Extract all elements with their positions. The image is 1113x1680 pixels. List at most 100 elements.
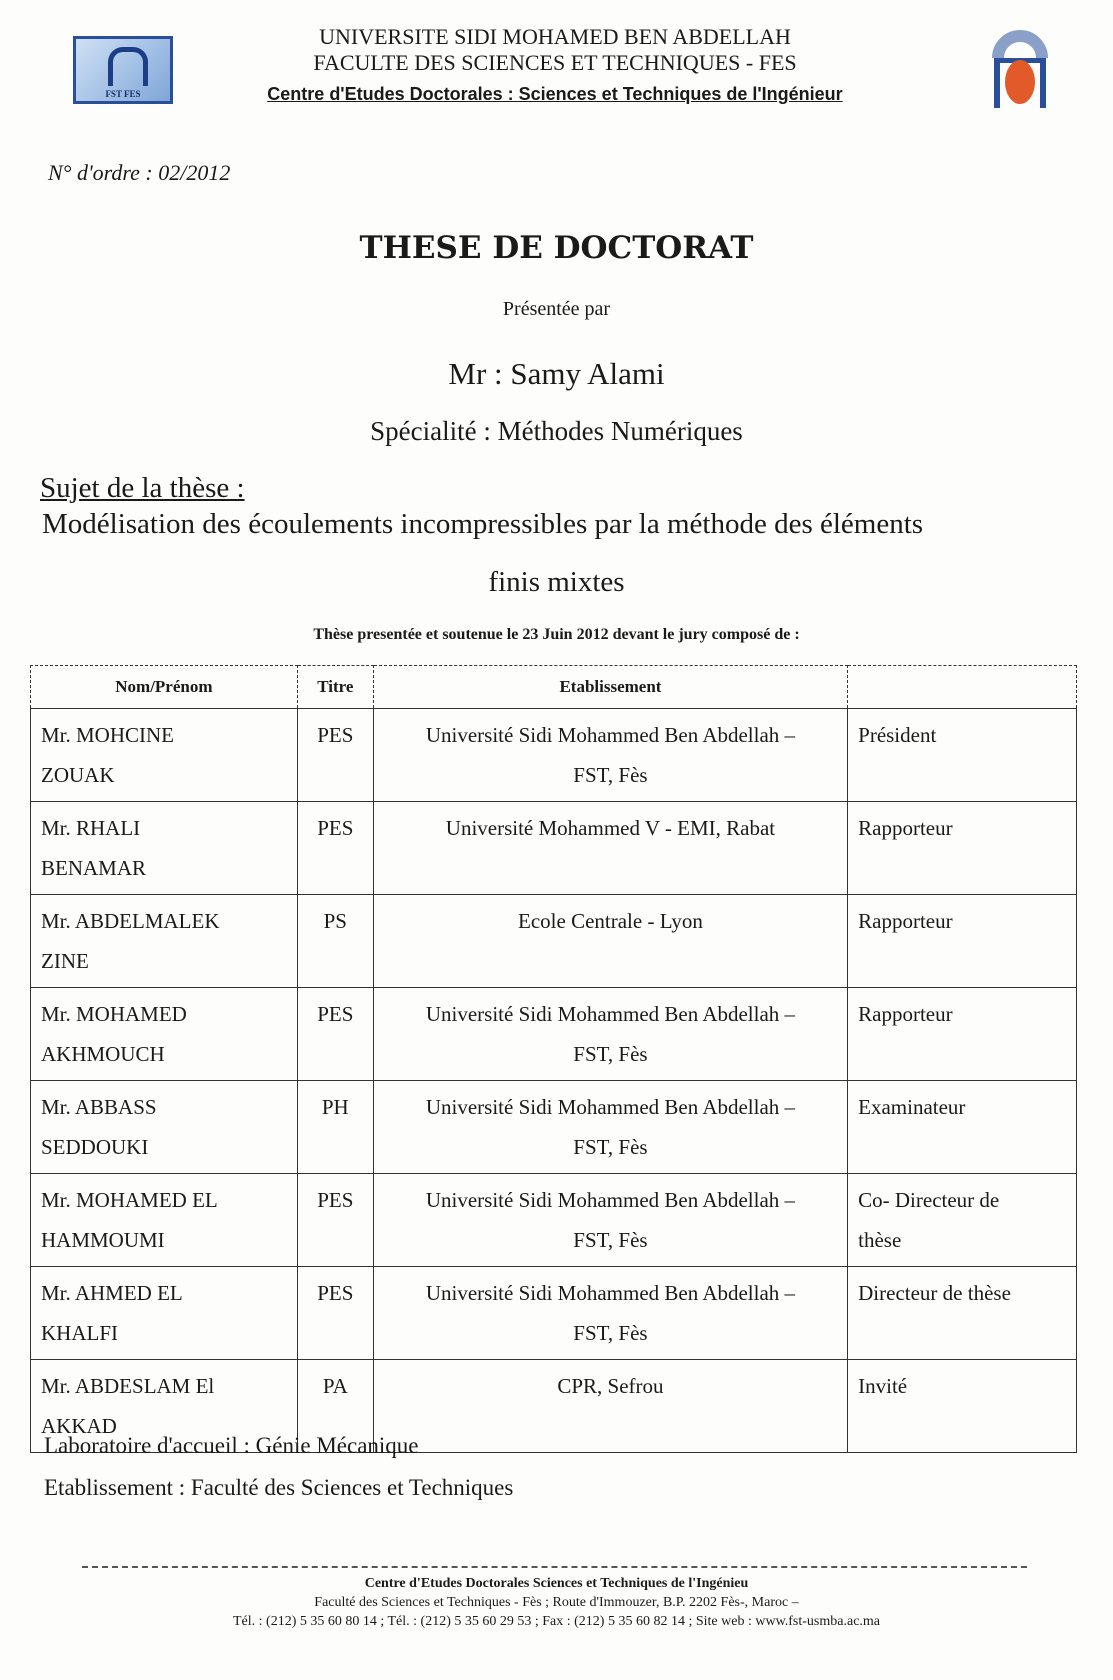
member-title: PES bbox=[296, 708, 374, 802]
member-name: Mr. MOHAMED AKHMOUCH bbox=[30, 987, 298, 1081]
name-line: Mr. ABDESLAM El bbox=[41, 1374, 215, 1398]
role-line: thèse bbox=[858, 1228, 902, 1252]
establishment-line: FST, Fès bbox=[573, 1042, 648, 1066]
member-title: PES bbox=[296, 1266, 374, 1360]
role-line: Rapporteur bbox=[858, 1002, 953, 1026]
faculty-name: FACULTE DES SCIENCES ET TECHNIQUES - FES bbox=[313, 50, 797, 75]
footer-divider bbox=[82, 1566, 1027, 1568]
member-name: Mr. ABBASS SEDDOUKI bbox=[30, 1080, 298, 1174]
member-name: Mr. MOHCINE ZOUAK bbox=[30, 708, 298, 802]
establishment-line: Université Sidi Mohammed Ben Abdellah – bbox=[425, 723, 796, 747]
footer-contact: Tél. : (212) 5 35 60 80 14 ; Tél. : (212… bbox=[232, 1614, 881, 1629]
name-line: AKKAD bbox=[41, 1414, 117, 1438]
role-line: Rapporteur bbox=[858, 816, 953, 840]
establishment-line: Université Sidi Mohammed Ben Abdellah – bbox=[425, 1188, 796, 1212]
role-line: Examinateur bbox=[858, 1095, 966, 1119]
jury-row: Mr. RHALI BENAMAR PES Université Mohammed V… bbox=[30, 801, 1077, 895]
order-number: N° d'ordre : 02/2012 bbox=[48, 160, 231, 185]
jury-row: Mr. ABBASS SEDDOUKI PH Université Sidi Moha… bbox=[30, 1080, 1077, 1174]
jury-table: Nom/Prénom Titre Etablissement Mr. MOHCI… bbox=[30, 665, 1077, 1453]
member-role: Co- Directeur de thèse bbox=[847, 1173, 1077, 1267]
establishment-line: Université Sidi Mohammed Ben Abdellah – bbox=[425, 1095, 796, 1119]
speciality: Spécialité : Méthodes Numériques bbox=[370, 416, 743, 446]
jury-row: Mr. MOHAMED AKHMOUCH PES Université Sidi Mo… bbox=[30, 987, 1077, 1081]
role-line: Président bbox=[858, 723, 937, 747]
member-role: Examinateur bbox=[847, 1080, 1077, 1174]
establishment: Etablissement : Faculté des Sciences et … bbox=[44, 1475, 514, 1500]
member-title: PES bbox=[296, 987, 374, 1081]
header-role bbox=[847, 665, 1077, 709]
name-line: Mr. MOHAMED bbox=[41, 1002, 187, 1026]
member-role: Rapporteur bbox=[847, 801, 1077, 895]
name-line: Mr. ABDELMALEK bbox=[41, 909, 220, 933]
jury-row: Mr. ABDELMALEK ZINE PS Ecole Centrale - Lyo… bbox=[30, 894, 1077, 988]
establishment-line: FST, Fès bbox=[573, 1228, 648, 1252]
role-line: Invité bbox=[858, 1374, 908, 1398]
member-establishment: Ecole Centrale - Lyon bbox=[372, 894, 849, 988]
name-line: Mr. MOHCINE bbox=[41, 723, 175, 747]
member-role: Rapporteur bbox=[847, 894, 1077, 988]
member-name: Mr. RHALI BENAMAR bbox=[30, 801, 298, 895]
member-name: Mr. ABDESLAM El AKKAD bbox=[30, 1359, 298, 1453]
header-name: Nom/Prénom bbox=[30, 665, 298, 709]
role-line: Rapporteur bbox=[858, 909, 953, 933]
fst-fes-logo: FST FES bbox=[73, 36, 173, 104]
member-title: PH bbox=[296, 1080, 374, 1174]
role-line: Directeur de thèse bbox=[858, 1281, 1011, 1305]
member-title: PES bbox=[296, 1173, 374, 1267]
establishment-line: Université Mohammed V - EMI, Rabat bbox=[445, 816, 776, 840]
member-establishment: Université Sidi Mohammed Ben Abdellah – F… bbox=[372, 1173, 849, 1267]
defense-statement: Thèse presentée et soutenue le 23 Juin 2… bbox=[313, 626, 800, 643]
name-line: SEDDOUKI bbox=[41, 1135, 149, 1159]
establishment-line: FST, Fès bbox=[573, 763, 648, 787]
name-line: ZOUAK bbox=[41, 763, 115, 787]
subject-line-2: finis mixtes bbox=[488, 566, 625, 598]
jury-row: Mr. ABDESLAM El AKKAD PA CPR, Sefrou Invité bbox=[30, 1359, 1077, 1453]
footer-centre: Centre d'Etudes Doctorales Sciences et T… bbox=[364, 1576, 749, 1591]
header-establishment: Etablissement bbox=[372, 665, 849, 709]
role-line: Co- Directeur de bbox=[858, 1188, 1000, 1212]
jury-row: Mr. MOHCINE ZOUAK PES Université Sidi Moham… bbox=[30, 708, 1077, 802]
establishment-line: FST, Fès bbox=[573, 1135, 648, 1159]
establishment-line: Université Sidi Mohammed Ben Abdellah – bbox=[425, 1002, 796, 1026]
university-name: UNIVERSITE SIDI MOHAMED BEN ABDELLAH bbox=[319, 24, 791, 49]
name-line: Mr. MOHAMED EL bbox=[41, 1188, 218, 1212]
establishment-line: Université Sidi Mohammed Ben Abdellah – bbox=[425, 1281, 796, 1305]
name-line: AKHMOUCH bbox=[41, 1042, 165, 1066]
member-name: Mr. MOHAMED EL HAMMOUMI bbox=[30, 1173, 298, 1267]
presented-by: Présentée par bbox=[502, 298, 611, 320]
establishment-line: FST, Fès bbox=[573, 1321, 648, 1345]
university-emblem-logo bbox=[992, 30, 1048, 108]
member-establishment: CPR, Sefrou bbox=[372, 1359, 849, 1453]
member-establishment: Université Sidi Mohammed Ben Abdellah – F… bbox=[372, 987, 849, 1081]
member-name: Mr. AHMED EL KHALFI bbox=[30, 1266, 298, 1360]
member-name: Mr. ABDELMALEK ZINE bbox=[30, 894, 298, 988]
name-line: KHALFI bbox=[41, 1321, 118, 1345]
subject-label: Sujet de la thèse : bbox=[40, 472, 245, 504]
name-line: HAMMOUMI bbox=[41, 1228, 165, 1252]
footer-address: Faculté des Sciences et Techniques - Fès… bbox=[314, 1595, 799, 1610]
jury-row: Mr. MOHAMED EL HAMMOUMI PES Université Sidi… bbox=[30, 1173, 1077, 1267]
member-role: Président bbox=[847, 708, 1077, 802]
member-establishment: Université Sidi Mohammed Ben Abdellah – F… bbox=[372, 708, 849, 802]
member-title: PES bbox=[296, 801, 374, 895]
name-line: BENAMAR bbox=[41, 856, 147, 880]
member-establishment: Université Mohammed V - EMI, Rabat bbox=[372, 801, 849, 895]
member-role: Directeur de thèse bbox=[847, 1266, 1077, 1360]
subject-line-1: Modélisation des écoulements incompressi… bbox=[42, 508, 924, 540]
establishment-line: Ecole Centrale - Lyon bbox=[518, 909, 703, 933]
member-role: Rapporteur bbox=[847, 987, 1077, 1081]
member-establishment: Université Sidi Mohammed Ben Abdellah – F… bbox=[372, 1080, 849, 1174]
member-role: Invité bbox=[847, 1359, 1077, 1453]
name-line: Mr. ABBASS bbox=[41, 1095, 157, 1119]
host-laboratory: Laboratoire d'accueil : Génie Mécanique bbox=[44, 1433, 419, 1458]
establishment-line: CPR, Sefrou bbox=[557, 1374, 664, 1398]
name-line: Mr. RHALI bbox=[41, 816, 141, 840]
jury-row: Mr. AHMED EL KHALFI PES Université Sidi Moh… bbox=[30, 1266, 1077, 1360]
name-line: Mr. AHMED EL bbox=[41, 1281, 183, 1305]
doctoral-centre-name: Centre d'Etudes Doctorales : Sciences et… bbox=[267, 84, 843, 104]
member-title: PS bbox=[296, 894, 374, 988]
header-title: Titre bbox=[296, 665, 374, 709]
name-line: ZINE bbox=[41, 949, 89, 973]
